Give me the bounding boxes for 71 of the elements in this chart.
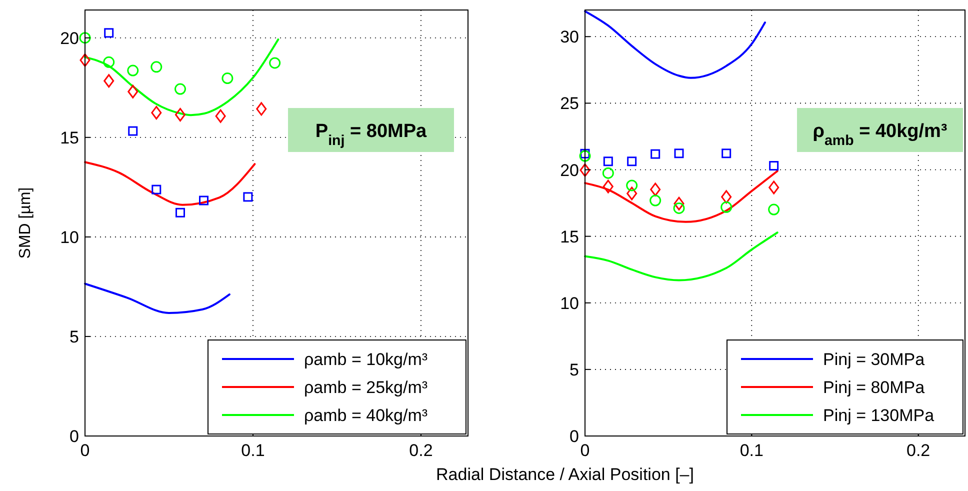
y-tick-label: 0 [570,427,579,446]
point [174,83,186,95]
line-series [84,161,256,206]
line-series [584,10,766,79]
y-tick-label: 20 [60,28,79,48]
x-axis-title: Radial Distance / Axial Position [–] [436,465,694,484]
y-tick-label: 15 [560,227,579,246]
point [626,186,638,200]
point [673,202,685,214]
point [127,64,139,76]
y-tick-label: 5 [570,360,579,380]
point [769,161,779,171]
legend-label: ρamb = 10kg/m³ [304,350,428,369]
legend-label: Pinj = 80MPa [823,378,926,397]
legend-label: Pinj = 130MPa [823,406,935,425]
point [80,53,90,67]
point [79,32,91,44]
x-tick-label: 0.1 [740,441,764,460]
point [104,28,114,38]
y-tick-label: 30 [560,28,579,47]
annotation: ρ$_{amb}$ = 40kg/m³ [812,121,948,149]
point [768,204,780,216]
point [722,148,732,158]
y-axis-title: SMD [µm] [17,187,34,259]
point [215,109,226,123]
y-tick-label: 20 [560,160,579,180]
point [626,180,638,192]
point [152,184,162,194]
point [104,74,114,88]
x-tick-label: 0.1 [241,441,265,460]
point [222,72,234,84]
point [721,190,732,204]
y-tick-label: 5 [70,327,79,346]
point [720,201,732,213]
point [580,148,590,158]
legend-label: ρamb = 40kg/m³ [304,406,428,425]
y-tick-label: 10 [560,294,579,313]
point [151,106,162,120]
line-series [584,232,778,282]
point [603,156,613,166]
point [768,180,780,194]
y-tick-label: 25 [560,94,579,114]
legend-label: Pinj = 30MPa [823,350,926,369]
y-tick-label: 15 [60,128,79,148]
point [128,84,138,98]
point [579,150,591,162]
point [627,156,637,166]
x-tick-label: 0.2 [409,441,433,460]
point [650,182,661,196]
point [256,102,267,116]
point [674,196,684,210]
point [650,194,662,206]
point [175,208,185,218]
x-tick-label: 0.2 [906,441,930,460]
point [174,108,186,122]
point [243,192,253,202]
point [580,163,590,177]
point [269,57,281,69]
annotation: P$_{inj}$ = 80MPa [315,121,428,149]
point [103,56,115,68]
legend-label: ρamb = 25kg/m³ [304,378,428,397]
y-tick-label: 0 [70,427,79,446]
point [128,126,138,136]
point [674,148,684,158]
point [150,61,162,73]
point [602,180,614,194]
point [650,149,660,159]
point [602,167,614,179]
y-tick-label: 10 [60,228,79,247]
point [199,196,209,206]
line-series [84,282,230,314]
